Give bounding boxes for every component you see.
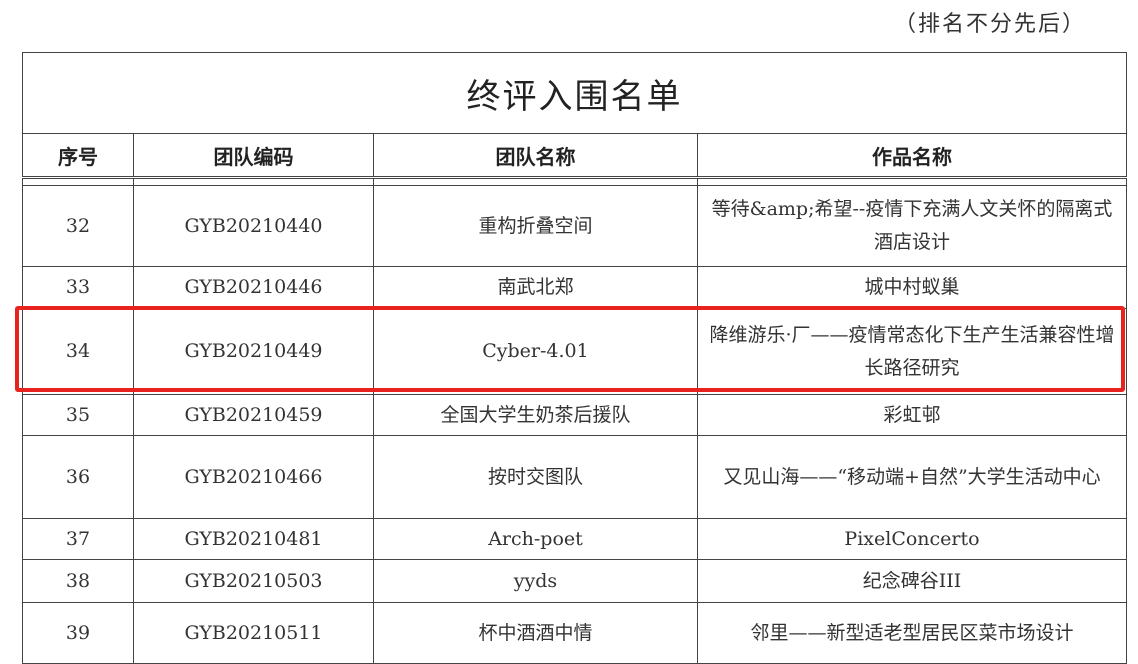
cell-work: PixelConcerto [697,518,1127,560]
cell-index: 34 [22,308,134,395]
table-row: 37 GYB20210481 Arch-poet PixelConcerto [22,518,1127,560]
cell-team: 全国大学生奶茶后援队 [373,394,698,436]
cell-code: GYB20210503 [133,559,374,603]
cell-index: 39 [22,602,134,664]
cell-code: GYB20210440 [133,185,374,267]
cell-code: GYB20210511 [133,602,374,664]
cell-team: yyds [373,559,698,603]
cell-work: 又见山海——“移动端+自然”大学生活动中心 [697,435,1127,519]
header-code: 团队编码 [133,133,374,178]
table-row: 32 GYB20210440 重构折叠空间 等待&amp;希望--疫情下充满人文关怀的… [22,185,1127,267]
cell-index: 35 [22,394,134,436]
table-row: 38 GYB20210503 yyds 纪念碑谷III [22,559,1127,603]
finalist-table: 终评入围名单 序号 团队编码 团队名称 作品名称 32 GYB20210440 重构… [22,52,1127,664]
cell-code: GYB20210459 [133,394,374,436]
cell-team: 杯中酒酒中情 [373,602,698,664]
cell-index: 38 [22,559,134,603]
table-row: 36 GYB20210466 按时交图队 又见山海——“移动端+自然”大学生活动中心 [22,435,1127,519]
cell-code: GYB20210446 [133,266,374,309]
ranking-note: （排名不分先后） [893,12,1086,37]
cell-work: 纪念碑谷III [697,559,1127,603]
cell-index: 37 [22,518,134,560]
table-row: 35 GYB20210459 全国大学生奶茶后援队 彩虹邨 [22,394,1127,436]
header-work: 作品名称 [697,133,1127,178]
cell-index: 36 [22,435,134,519]
cell-team: Cyber-4.01 [373,308,698,395]
cell-work: 城中村蚁巢 [697,266,1127,309]
cell-code: GYB20210449 [133,308,374,395]
cell-index: 33 [22,266,134,309]
cell-team: 南武北郑 [373,266,698,309]
table-title: 终评入围名单 [22,52,1127,134]
table-row: 39 GYB20210511 杯中酒酒中情 邻里——新型适老型居民区菜市场设计 [22,602,1127,664]
table-row: 34 GYB20210449 Cyber-4.01 降维游乐·厂——疫情常态化下生产生… [22,308,1127,395]
cell-work: 等待&amp;希望--疫情下充满人文关怀的隔离式酒店设计 [697,185,1127,267]
cell-team: Arch-poet [373,518,698,560]
cell-code: GYB20210481 [133,518,374,560]
cell-team: 重构折叠空间 [373,185,698,267]
header-team: 团队名称 [373,133,698,178]
cell-team: 按时交图队 [373,435,698,519]
cell-code: GYB20210466 [133,435,374,519]
cell-work: 彩虹邨 [697,394,1127,436]
cell-work: 降维游乐·厂——疫情常态化下生产生活兼容性增长路径研究 [697,308,1127,395]
cell-index: 32 [22,185,134,267]
table-row: 33 GYB20210446 南武北郑 城中村蚁巢 [22,266,1127,309]
cell-work: 邻里——新型适老型居民区菜市场设计 [697,602,1127,664]
header-index: 序号 [22,133,134,178]
